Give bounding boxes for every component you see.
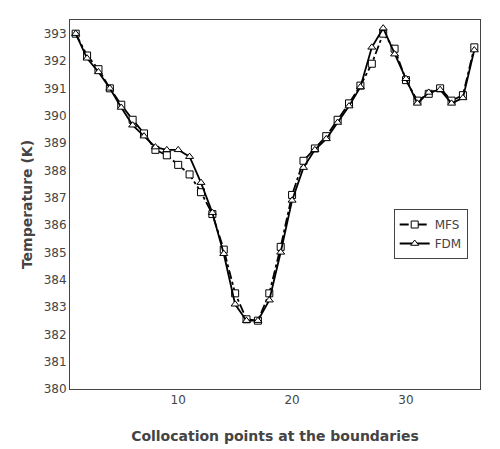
svg-text:10: 10 <box>171 393 186 407</box>
svg-text:Collocation points at the boun: Collocation points at the boundaries <box>131 428 419 444</box>
svg-text:393: 393 <box>44 27 67 41</box>
svg-text:392: 392 <box>44 54 67 68</box>
svg-text:383: 383 <box>44 300 67 314</box>
svg-text:Temperature (K): Temperature (K) <box>19 140 35 269</box>
svg-text:381: 381 <box>44 355 67 369</box>
svg-text:384: 384 <box>44 273 67 287</box>
svg-text:390: 390 <box>44 109 67 123</box>
svg-text:388: 388 <box>44 164 67 178</box>
svg-text:FDM: FDM <box>435 237 462 251</box>
svg-text:386: 386 <box>44 218 67 232</box>
svg-text:387: 387 <box>44 191 67 205</box>
svg-text:380: 380 <box>44 382 67 396</box>
svg-text:MFS: MFS <box>435 218 460 232</box>
svg-text:389: 389 <box>44 136 67 150</box>
svg-text:391: 391 <box>44 82 67 96</box>
svg-text:20: 20 <box>284 393 299 407</box>
svg-text:385: 385 <box>44 246 67 260</box>
svg-text:30: 30 <box>398 393 413 407</box>
svg-text:382: 382 <box>44 328 67 342</box>
